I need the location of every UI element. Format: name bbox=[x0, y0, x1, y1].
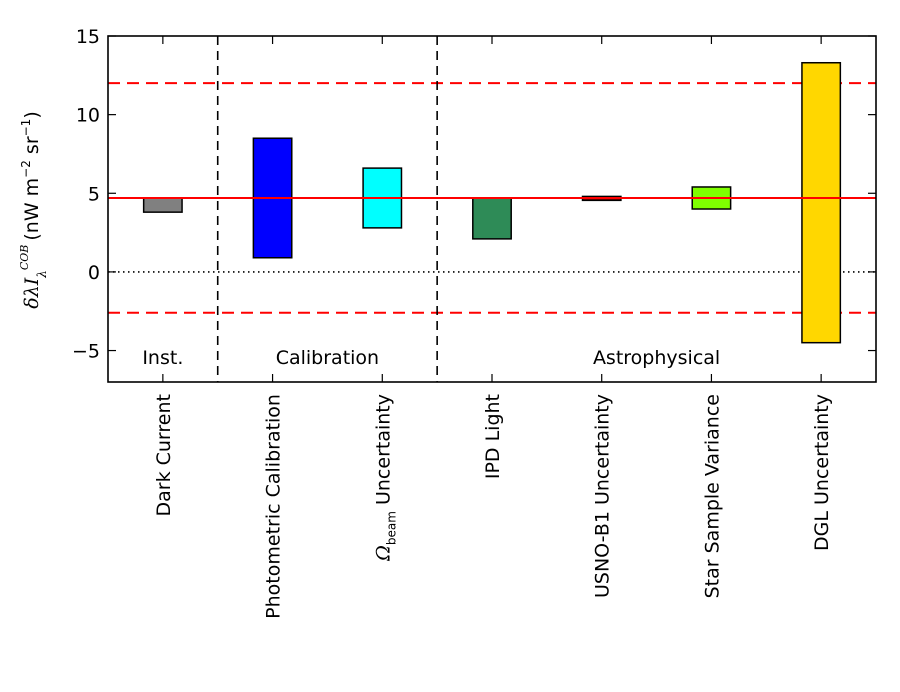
category-label-4: USNO-B1 Uncertainty bbox=[592, 394, 614, 598]
category-label-2-symbol: Ω bbox=[372, 545, 394, 562]
bar-0 bbox=[142, 197, 183, 213]
y-tick-label-3: 10 bbox=[76, 105, 100, 127]
ticks-layer: −5 0 5 10 15 bbox=[72, 26, 876, 382]
bar-3 bbox=[472, 197, 512, 240]
category-label-2-subscript: beam bbox=[384, 511, 398, 545]
y-label-units-suffix: ) bbox=[21, 111, 43, 118]
y-label-symbol: δλI bbox=[21, 277, 43, 308]
y-tick-label-2: 5 bbox=[88, 183, 100, 205]
y-label-superscript: COB bbox=[18, 245, 31, 271]
category-label-0: Dark Current bbox=[153, 394, 175, 517]
category-label-6: DGL Uncertainty bbox=[811, 394, 833, 551]
y-label-units-mid: sr bbox=[21, 136, 43, 160]
y-label-exponent-2: −1 bbox=[19, 119, 33, 137]
category-label-5: Star Sample Variance bbox=[701, 394, 723, 598]
reference-lines-layer bbox=[108, 36, 876, 382]
y-axis-label-text: δλIλ COB (nW m−2 sr−1) bbox=[18, 111, 49, 309]
y-tick-label-0: −5 bbox=[72, 341, 100, 363]
y-tick-label-4: 15 bbox=[76, 26, 100, 48]
bar-6 bbox=[801, 61, 842, 344]
category-label-2-rest: Uncertainty bbox=[372, 394, 394, 511]
y-tick-label-1: 0 bbox=[88, 262, 100, 284]
y-label-units-prefix: (nW m bbox=[21, 178, 43, 241]
group-label-0: Inst. bbox=[142, 347, 183, 369]
group-labels-layer: Inst. Calibration Astrophysical bbox=[142, 347, 720, 369]
category-label-3: IPD Light bbox=[482, 394, 504, 479]
category-label-1: Photometric Calibration bbox=[263, 394, 285, 619]
y-axis-label: δλIλ COB (nW m−2 sr−1) bbox=[18, 111, 49, 309]
category-labels-layer: Dark Current Photometric Calibration Ωbeam… bbox=[153, 394, 833, 619]
y-label-subscript: λ bbox=[35, 270, 49, 279]
category-label-2: Ωbeam Uncertainty bbox=[372, 394, 398, 562]
group-label-1: Calibration bbox=[276, 347, 379, 369]
group-label-2: Astrophysical bbox=[593, 347, 720, 369]
y-label-exponent-1: −2 bbox=[19, 160, 33, 178]
